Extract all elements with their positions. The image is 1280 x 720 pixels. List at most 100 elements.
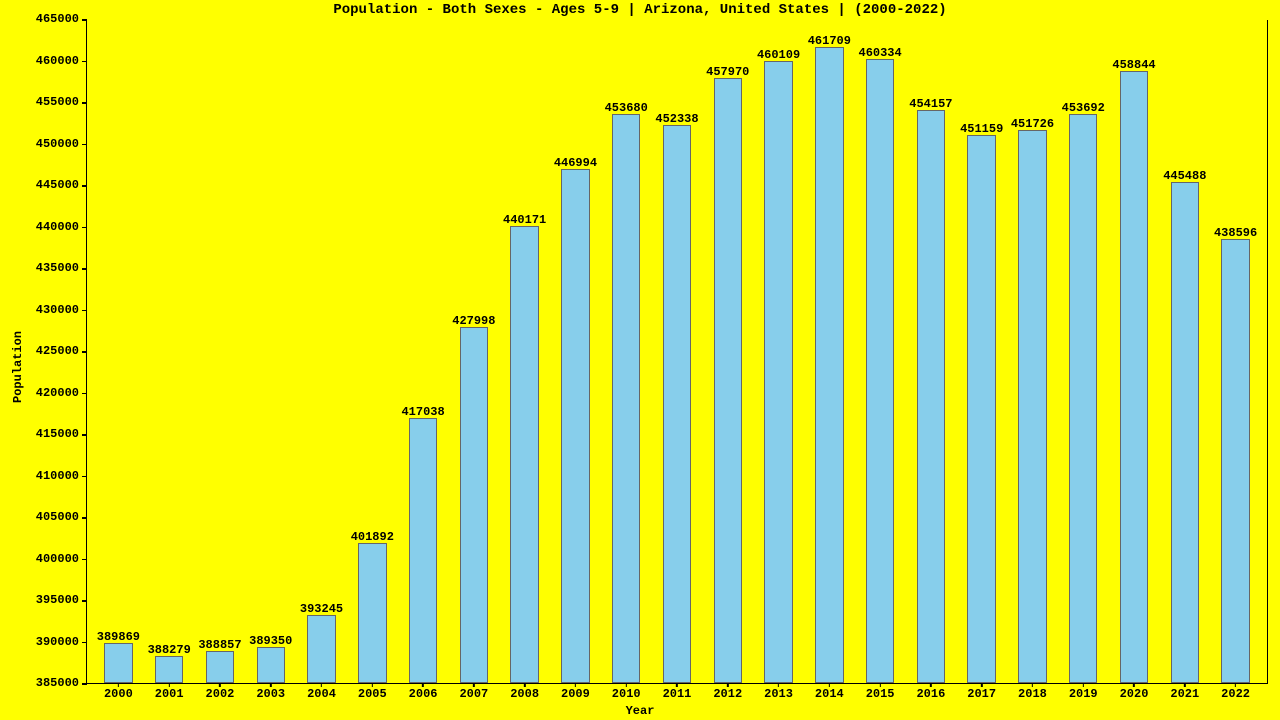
bar: 460109 [764, 61, 792, 683]
bar: 457970 [714, 78, 742, 683]
bar-slot: 4536802010 [601, 20, 652, 683]
bar: 446994 [561, 169, 589, 683]
bar-slot: 4517262018 [1007, 20, 1058, 683]
y-tick: 465000 [36, 12, 87, 26]
x-tick: 2011 [663, 683, 692, 701]
bars-group: 3898692000388279200138885720023893502003… [87, 20, 1267, 683]
bar-value-label: 458844 [1112, 58, 1155, 72]
x-tick: 2020 [1120, 683, 1149, 701]
bar-slot: 4601092013 [753, 20, 804, 683]
bar: 388279 [155, 656, 183, 683]
bar-value-label: 460334 [859, 46, 902, 60]
bar-value-label: 446994 [554, 156, 597, 170]
x-tick: 2014 [815, 683, 844, 701]
x-tick: 2006 [409, 683, 438, 701]
bar-slot: 4617092014 [804, 20, 855, 683]
x-tick: 2004 [307, 683, 336, 701]
y-tick: 460000 [36, 54, 87, 68]
bar-slot: 3888572002 [195, 20, 246, 683]
y-tick: 445000 [36, 178, 87, 192]
bar-value-label: 388857 [198, 638, 241, 652]
y-tick: 425000 [36, 344, 87, 358]
bar-slot: 4579702012 [702, 20, 753, 683]
bar: 451726 [1018, 130, 1046, 683]
bar-slot: 3932452004 [296, 20, 347, 683]
bar-value-label: 440171 [503, 213, 546, 227]
x-tick: 2007 [459, 683, 488, 701]
x-tick: 2021 [1170, 683, 1199, 701]
bar: 389869 [104, 643, 132, 683]
bar: 393245 [307, 615, 335, 683]
bar-value-label: 453692 [1062, 101, 1105, 115]
x-axis-label: Year [0, 704, 1280, 718]
bar-value-label: 438596 [1214, 226, 1257, 240]
bar: 461709 [815, 47, 843, 683]
bar: 401892 [358, 543, 386, 683]
bar-value-label: 417038 [401, 405, 444, 419]
bar-slot: 4588442020 [1109, 20, 1160, 683]
bar-value-label: 401892 [351, 530, 394, 544]
bar-slot: 4279982007 [448, 20, 499, 683]
y-tick: 385000 [36, 676, 87, 690]
bar-value-label: 445488 [1163, 169, 1206, 183]
bar: 440171 [510, 226, 538, 683]
x-tick: 2002 [206, 683, 235, 701]
y-tick: 455000 [36, 95, 87, 109]
y-tick: 420000 [36, 386, 87, 400]
bar-value-label: 457970 [706, 65, 749, 79]
x-tick: 2019 [1069, 683, 1098, 701]
bar: 388857 [206, 651, 234, 683]
bar-slot: 3893502003 [245, 20, 296, 683]
bar: 445488 [1171, 182, 1199, 683]
bar: 417038 [409, 418, 437, 684]
plot-area: 3850003900003950004000004050004100004150… [86, 20, 1268, 684]
bar: 460334 [866, 59, 894, 683]
bar-value-label: 388279 [148, 643, 191, 657]
bar-slot: 3898692000 [93, 20, 144, 683]
x-tick: 2018 [1018, 683, 1047, 701]
bar: 458844 [1120, 71, 1148, 683]
bar-slot: 4385962022 [1210, 20, 1261, 683]
y-tick: 400000 [36, 552, 87, 566]
bar-slot: 4523382011 [652, 20, 703, 683]
bar: 451159 [967, 135, 995, 683]
bar: 389350 [257, 647, 285, 683]
bar: 438596 [1221, 239, 1249, 683]
bar-value-label: 454157 [909, 97, 952, 111]
bar-slot: 4170382006 [398, 20, 449, 683]
bar-slot: 4018922005 [347, 20, 398, 683]
bar-slot: 4536922019 [1058, 20, 1109, 683]
y-tick: 390000 [36, 635, 87, 649]
bar-value-label: 461709 [808, 34, 851, 48]
x-tick: 2008 [510, 683, 539, 701]
x-tick: 2017 [967, 683, 996, 701]
bar-slot: 4454882021 [1159, 20, 1210, 683]
x-tick: 2010 [612, 683, 641, 701]
x-tick: 2009 [561, 683, 590, 701]
bar-slot: 4511592017 [956, 20, 1007, 683]
y-tick: 430000 [36, 303, 87, 317]
bar-slot: 4469942009 [550, 20, 601, 683]
chart-container: Population - Both Sexes - Ages 5-9 | Ari… [0, 0, 1280, 720]
bar-slot: 4603342015 [855, 20, 906, 683]
bar-value-label: 451726 [1011, 117, 1054, 131]
bar-value-label: 453680 [605, 101, 648, 115]
x-tick: 2022 [1221, 683, 1250, 701]
x-tick: 2003 [256, 683, 285, 701]
chart-title: Population - Both Sexes - Ages 5-9 | Ari… [0, 2, 1280, 18]
bar-value-label: 452338 [655, 112, 698, 126]
bar-value-label: 389350 [249, 634, 292, 648]
y-tick: 440000 [36, 220, 87, 234]
x-tick: 2005 [358, 683, 387, 701]
bar-value-label: 460109 [757, 48, 800, 62]
x-tick: 2016 [916, 683, 945, 701]
bar-value-label: 427998 [452, 314, 495, 328]
bar: 427998 [460, 327, 488, 683]
x-tick: 2001 [155, 683, 184, 701]
bar: 452338 [663, 125, 691, 683]
bar: 453680 [612, 114, 640, 683]
bar-value-label: 393245 [300, 602, 343, 616]
y-tick: 435000 [36, 261, 87, 275]
y-tick: 405000 [36, 510, 87, 524]
y-axis-label: Population [11, 331, 25, 403]
